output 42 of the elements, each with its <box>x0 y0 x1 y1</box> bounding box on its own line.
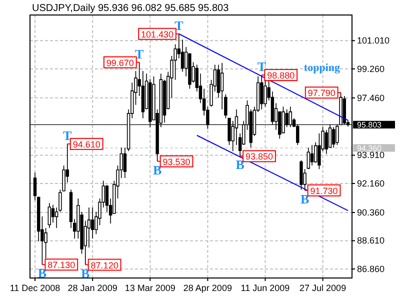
x-tick-label: 28 Apr 2009 <box>183 283 232 293</box>
annotation: 93.530 <box>162 156 190 167</box>
annotation: B <box>236 157 245 172</box>
annotation: T <box>63 128 72 143</box>
annotation: 93.850 <box>246 152 274 162</box>
chart-title: USDJPY,Daily 95.936 96.082 95.685 95.803 <box>32 3 230 14</box>
y-tick-label: 93.910 <box>357 150 385 160</box>
y-tick-label: 90.360 <box>357 207 385 218</box>
y-tick-label: 86.860 <box>357 264 385 274</box>
annotation: 87.120 <box>90 260 118 270</box>
annotation: 97.790 <box>308 88 336 98</box>
x-tick-label: 11 Jun 2009 <box>240 283 290 293</box>
annotation: 99.670 <box>106 58 134 68</box>
annotation: 101.430 <box>140 29 174 40</box>
annotation: topping <box>304 62 340 74</box>
candlestick <box>332 126 336 148</box>
annotation: T <box>174 18 184 33</box>
annotation: B <box>38 266 47 281</box>
annotation: T <box>134 46 144 62</box>
annotation: 91.730 <box>310 186 338 196</box>
y-tick-label: 92.160 <box>357 178 385 188</box>
annotation: 94.610 <box>72 139 100 150</box>
candlestick <box>306 147 310 170</box>
y-tick-label: 97.460 <box>357 92 385 103</box>
annotation: 87.130 <box>48 260 76 270</box>
annotation: B <box>300 191 310 206</box>
x-tick-label: 28 Jan 2009 <box>68 283 118 293</box>
x-tick-label: 27 Jul 2009 <box>300 283 346 293</box>
ref-line-label: 95.803 <box>357 120 382 130</box>
candlestick <box>300 160 303 190</box>
y-tick-label: 99.260 <box>357 64 385 74</box>
x-tick-label: 13 Mar 2009 <box>124 283 176 293</box>
ref-line-label: 94.360 <box>357 144 382 153</box>
x-tick-label: 11 Dec 2008 <box>10 283 60 293</box>
candlestick <box>260 74 264 110</box>
annotation: T <box>257 59 266 74</box>
candlestick <box>310 144 314 166</box>
y-tick-label: 101.010 <box>357 36 390 46</box>
y-tick-label: 88.610 <box>357 236 385 246</box>
candlestick <box>48 202 51 228</box>
annotation: B <box>152 162 162 178</box>
annotation: 98.880 <box>267 70 295 81</box>
